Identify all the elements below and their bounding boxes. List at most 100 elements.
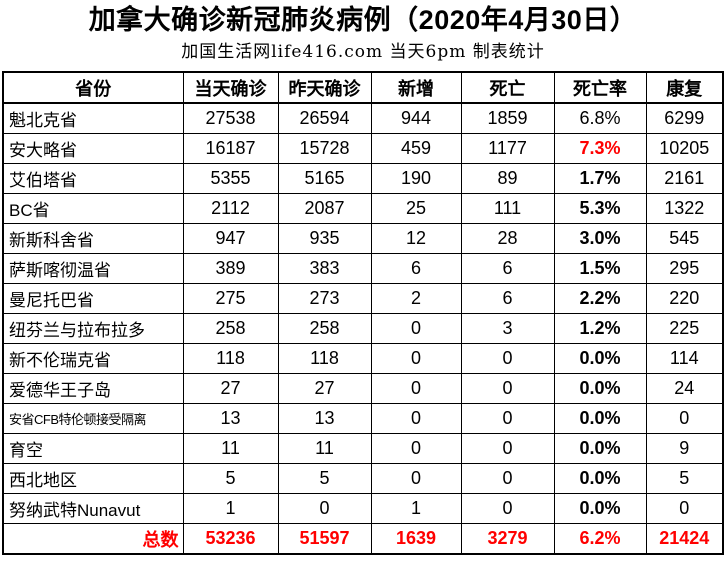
number-cell: 383 [277,253,372,284]
number-cell: 220 [645,283,724,314]
table-row: 西北地区 5 5 0 0 0.0% 5 [2,463,724,494]
number-cell: 11 [277,433,372,464]
number-cell: 389 [182,253,279,284]
number-cell: 295 [645,253,724,284]
number-cell: 2 [370,283,462,314]
number-cell: 225 [645,313,724,344]
total-label: 总数 [2,523,184,555]
number-cell: 0 [277,493,372,524]
death-rate-cell: 0.0% [553,403,647,434]
table-row: 魁北克省 27538 26594 944 1859 6.8% 6299 [2,102,724,134]
death-rate-cell: 0.0% [553,343,647,374]
death-rate-cell: 0.0% [553,373,647,404]
header-row: 省份 当天确诊 昨天确诊 新增 死亡 死亡率 康复 [2,71,724,104]
column-header: 当天确诊 [182,71,279,104]
number-cell: 0 [370,403,462,434]
table-body: 魁北克省 27538 26594 944 1859 6.8% 6299 安大略省 16187 15… [2,102,724,555]
death-rate-cell: 3.0% [553,223,647,254]
total-value-cell: 53236 [182,523,279,555]
number-cell: 0 [645,403,724,434]
column-header: 死亡率 [553,71,647,104]
table-row: 新不伦瑞克省 118 118 0 0 0.0% 114 [2,343,724,374]
province-cell: 育空 [2,433,184,464]
number-cell: 118 [277,343,372,374]
number-cell: 0 [460,373,555,404]
number-cell: 27 [277,373,372,404]
number-cell: 10205 [645,133,724,164]
number-cell: 190 [370,163,462,194]
number-cell: 0 [370,343,462,374]
table-row: BC省 2112 2087 25 111 5.3% 1322 [2,193,724,224]
province-cell: 纽芬兰与拉布拉多 [2,313,184,344]
number-cell: 15728 [277,133,372,164]
table-row: 努纳武特Nunavut 1 0 1 0 0.0% 0 [2,493,724,524]
total-row: 总数 53236 51597 1639 3279 6.2% 21424 [2,523,724,555]
table-row: 艾伯塔省 5355 5165 190 89 1.7% 2161 [2,163,724,194]
number-cell: 947 [182,223,279,254]
number-cell: 3 [460,313,555,344]
number-cell: 9 [645,433,724,464]
number-cell: 2112 [182,193,279,224]
number-cell: 5355 [182,163,279,194]
total-value-cell: 21424 [645,523,724,555]
number-cell: 0 [370,433,462,464]
number-cell: 0 [460,343,555,374]
number-cell: 459 [370,133,462,164]
number-cell: 26594 [277,102,372,134]
number-cell: 118 [182,343,279,374]
province-cell: 新不伦瑞克省 [2,343,184,374]
death-rate-cell: 0.0% [553,493,647,524]
number-cell: 0 [460,433,555,464]
number-cell: 0 [370,463,462,494]
page-subtitle: 加国生活网life416.com 当天6pm 制表统计 [181,42,545,62]
column-header: 省份 [2,71,184,104]
column-header: 康复 [645,71,724,104]
table-header: 省份 当天确诊 昨天确诊 新增 死亡 死亡率 康复 [2,71,724,104]
table-row: 育空 11 11 0 0 0.0% 9 [2,433,724,464]
province-cell: 爱德华王子岛 [2,373,184,404]
death-rate-cell: 7.3% [553,133,647,164]
number-cell: 13 [182,403,279,434]
number-cell: 944 [370,102,462,134]
covid-cases-table: 省份 当天确诊 昨天确诊 新增 死亡 死亡率 康复 魁北克省 27538 26594 944 185… [2,71,724,555]
total-value-cell: 3279 [460,523,555,555]
province-cell: 萨斯喀彻温省 [2,253,184,284]
number-cell: 258 [182,313,279,344]
province-cell: BC省 [2,193,184,224]
number-cell: 24 [645,373,724,404]
number-cell: 2087 [277,193,372,224]
number-cell: 5 [182,463,279,494]
number-cell: 1 [182,493,279,524]
number-cell: 935 [277,223,372,254]
death-rate-cell: 1.5% [553,253,647,284]
number-cell: 6 [460,283,555,314]
column-header: 死亡 [460,71,555,104]
number-cell: 111 [460,193,555,224]
table-row: 安省CFB特伦顿接受隔离 13 13 0 0 0.0% 0 [2,403,724,434]
death-rate-cell: 6.8% [553,102,647,134]
number-cell: 1 [370,493,462,524]
number-cell: 1859 [460,102,555,134]
number-cell: 545 [645,223,724,254]
number-cell: 6 [370,253,462,284]
death-rate-cell: 5.3% [553,193,647,224]
number-cell: 27538 [182,102,279,134]
death-rate-cell: 2.2% [553,283,647,314]
province-cell: 新斯科舍省 [2,223,184,254]
number-cell: 114 [645,343,724,374]
number-cell: 16187 [182,133,279,164]
number-cell: 258 [277,313,372,344]
death-rate-cell: 1.7% [553,163,647,194]
table-row: 安大略省 16187 15728 459 1177 7.3% 10205 [2,133,724,164]
number-cell: 0 [370,373,462,404]
number-cell: 0 [460,403,555,434]
number-cell: 0 [460,463,555,494]
number-cell: 275 [182,283,279,314]
number-cell: 1322 [645,193,724,224]
number-cell: 6299 [645,102,724,134]
number-cell: 89 [460,163,555,194]
number-cell: 13 [277,403,372,434]
number-cell: 27 [182,373,279,404]
number-cell: 6 [460,253,555,284]
